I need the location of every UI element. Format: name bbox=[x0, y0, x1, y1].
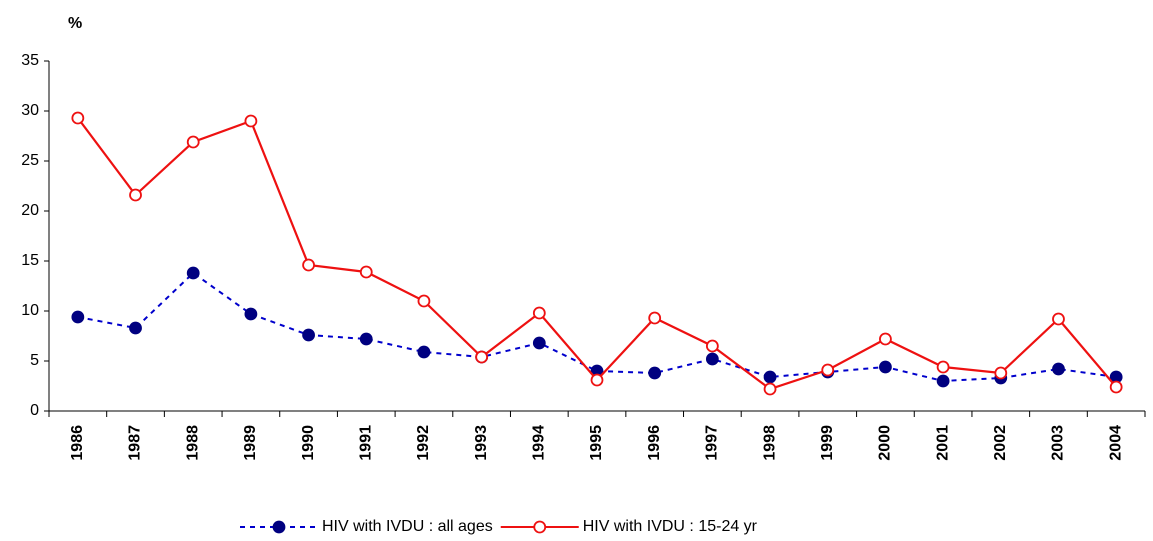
legend-marker bbox=[533, 520, 547, 534]
data-point bbox=[936, 374, 950, 388]
x-tick-label: 2002 bbox=[992, 425, 1009, 461]
y-tick-label: 35 bbox=[21, 52, 39, 69]
x-tick-label: 1998 bbox=[761, 425, 778, 461]
data-point bbox=[994, 366, 1008, 380]
data-point bbox=[417, 294, 431, 308]
data-point bbox=[186, 266, 200, 280]
data-point bbox=[475, 350, 489, 364]
data-point bbox=[879, 332, 892, 346]
x-tick-label: 1989 bbox=[242, 425, 259, 461]
data-point bbox=[186, 135, 200, 149]
x-tick-label: 1990 bbox=[300, 425, 317, 461]
data-point bbox=[244, 114, 258, 128]
data-point bbox=[879, 360, 892, 374]
y-tick-label: 0 bbox=[30, 402, 39, 419]
y-tick-label: 5 bbox=[30, 352, 39, 369]
x-tick-label: 2004 bbox=[1107, 425, 1124, 461]
x-tick-label: 2003 bbox=[1050, 425, 1067, 461]
y-axis-label: % bbox=[68, 15, 82, 32]
legend-label: HIV with IVDU : all ages bbox=[322, 518, 493, 535]
data-point bbox=[71, 111, 85, 125]
y-tick-label: 30 bbox=[21, 102, 39, 119]
x-tick-label: 1997 bbox=[704, 425, 721, 461]
data-point bbox=[302, 328, 315, 342]
data-point bbox=[1052, 362, 1065, 376]
legend-marker bbox=[272, 520, 286, 534]
data-point bbox=[821, 363, 835, 377]
data-point bbox=[302, 258, 315, 272]
data-point bbox=[359, 265, 373, 279]
x-tick-label: 1995 bbox=[588, 425, 605, 461]
x-tick-label: 1994 bbox=[531, 425, 548, 461]
x-tick-label: 1991 bbox=[357, 425, 374, 461]
x-tick-label: 1993 bbox=[473, 425, 490, 461]
x-tick-label: 1999 bbox=[819, 425, 836, 461]
data-point bbox=[244, 307, 258, 321]
data-point bbox=[71, 310, 85, 324]
x-tick-label: 1986 bbox=[69, 425, 86, 461]
data-point bbox=[532, 306, 546, 320]
data-point bbox=[359, 332, 373, 346]
y-tick-label: 10 bbox=[21, 302, 39, 319]
data-point bbox=[936, 360, 950, 374]
data-point bbox=[129, 188, 142, 202]
y-tick-label: 25 bbox=[21, 152, 39, 169]
data-point bbox=[648, 366, 662, 380]
x-tick-label: 1987 bbox=[127, 425, 144, 461]
y-tick-label: 15 bbox=[21, 252, 39, 269]
data-point bbox=[129, 321, 142, 335]
series-line bbox=[76, 117, 1117, 391]
data-point bbox=[590, 373, 604, 387]
data-point bbox=[648, 311, 662, 325]
legend-label: HIV with IVDU : 15-24 yr bbox=[583, 518, 758, 535]
x-tick-label: 1988 bbox=[184, 425, 201, 461]
data-point bbox=[1109, 380, 1123, 394]
data-point bbox=[417, 345, 431, 359]
y-tick-label: 20 bbox=[21, 202, 39, 219]
data-point bbox=[1052, 312, 1065, 326]
data-point bbox=[705, 352, 719, 366]
x-tick-label: 1996 bbox=[646, 425, 663, 461]
data-point bbox=[763, 382, 777, 396]
x-tick-label: 1992 bbox=[415, 425, 432, 461]
data-point bbox=[705, 339, 719, 353]
x-tick-label: 2000 bbox=[877, 425, 894, 461]
x-tick-label: 2001 bbox=[934, 425, 951, 461]
data-point bbox=[763, 370, 777, 384]
data-point bbox=[532, 336, 546, 350]
